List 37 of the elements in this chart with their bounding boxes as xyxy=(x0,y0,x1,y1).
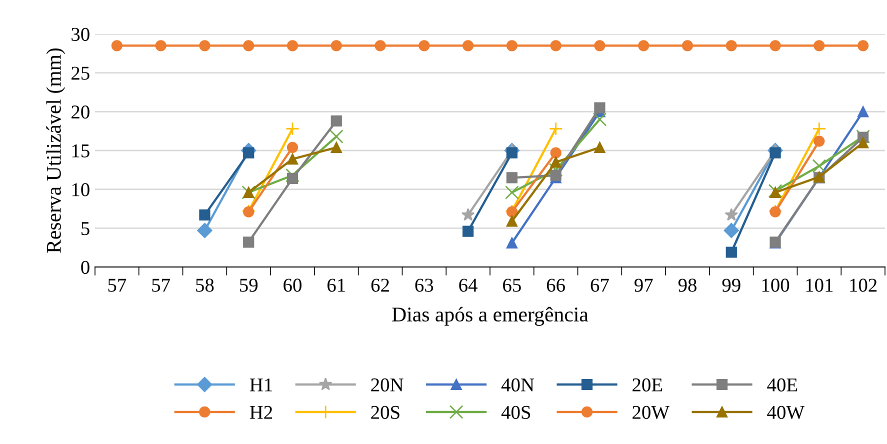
y-tick-label: 10 xyxy=(72,183,90,196)
legend-label: 20S xyxy=(371,406,400,419)
x-tick-label: 58 xyxy=(196,278,214,292)
x-tick-label: 99 xyxy=(722,278,740,292)
y-tick-label: 20 xyxy=(72,105,90,119)
legend-label: 20N xyxy=(371,378,404,392)
x-tick-label: 60 xyxy=(284,278,302,292)
y-tick-label: 25 xyxy=(72,66,90,80)
x-tick-label: 62 xyxy=(371,278,389,292)
legend-label: 20E xyxy=(632,378,662,392)
x-tick-label: 64 xyxy=(459,278,478,292)
legend-label: 40S xyxy=(501,406,530,419)
x-tick-label: 57 xyxy=(108,278,126,292)
legend-label: 40E xyxy=(767,378,798,392)
x-tick-label: 61 xyxy=(328,278,345,292)
x-tick-label: 65 xyxy=(503,278,521,292)
x-axis-title: Dias após a emergência xyxy=(392,306,588,326)
y-tick-label: 30 xyxy=(72,28,90,41)
x-tick-label: 63 xyxy=(415,278,434,292)
x-tick-label: 97 xyxy=(634,278,653,292)
legend-label: 20W xyxy=(632,406,670,420)
legend-label: H1 xyxy=(250,378,272,392)
x-tick-label: 100 xyxy=(762,278,790,292)
x-tick-label: 101 xyxy=(806,278,833,292)
y-axis-title: Reserva Utilizável (mm) xyxy=(46,48,66,253)
y-tick-label: 0 xyxy=(81,260,90,274)
legend-label: H2 xyxy=(250,406,272,419)
y-tick-label: 15 xyxy=(72,144,90,158)
x-tick-label: 59 xyxy=(240,278,258,292)
x-tick-label: 102 xyxy=(850,278,877,292)
y-tick-label: 5 xyxy=(82,222,90,236)
x-tick-label: 57 xyxy=(152,278,170,292)
legend-label: 40N xyxy=(501,378,534,392)
x-tick-label: 98 xyxy=(678,278,696,292)
legend-label: 40W xyxy=(767,406,805,420)
x-tick-label: 67 xyxy=(590,278,609,292)
x-tick-label: 66 xyxy=(546,278,565,292)
